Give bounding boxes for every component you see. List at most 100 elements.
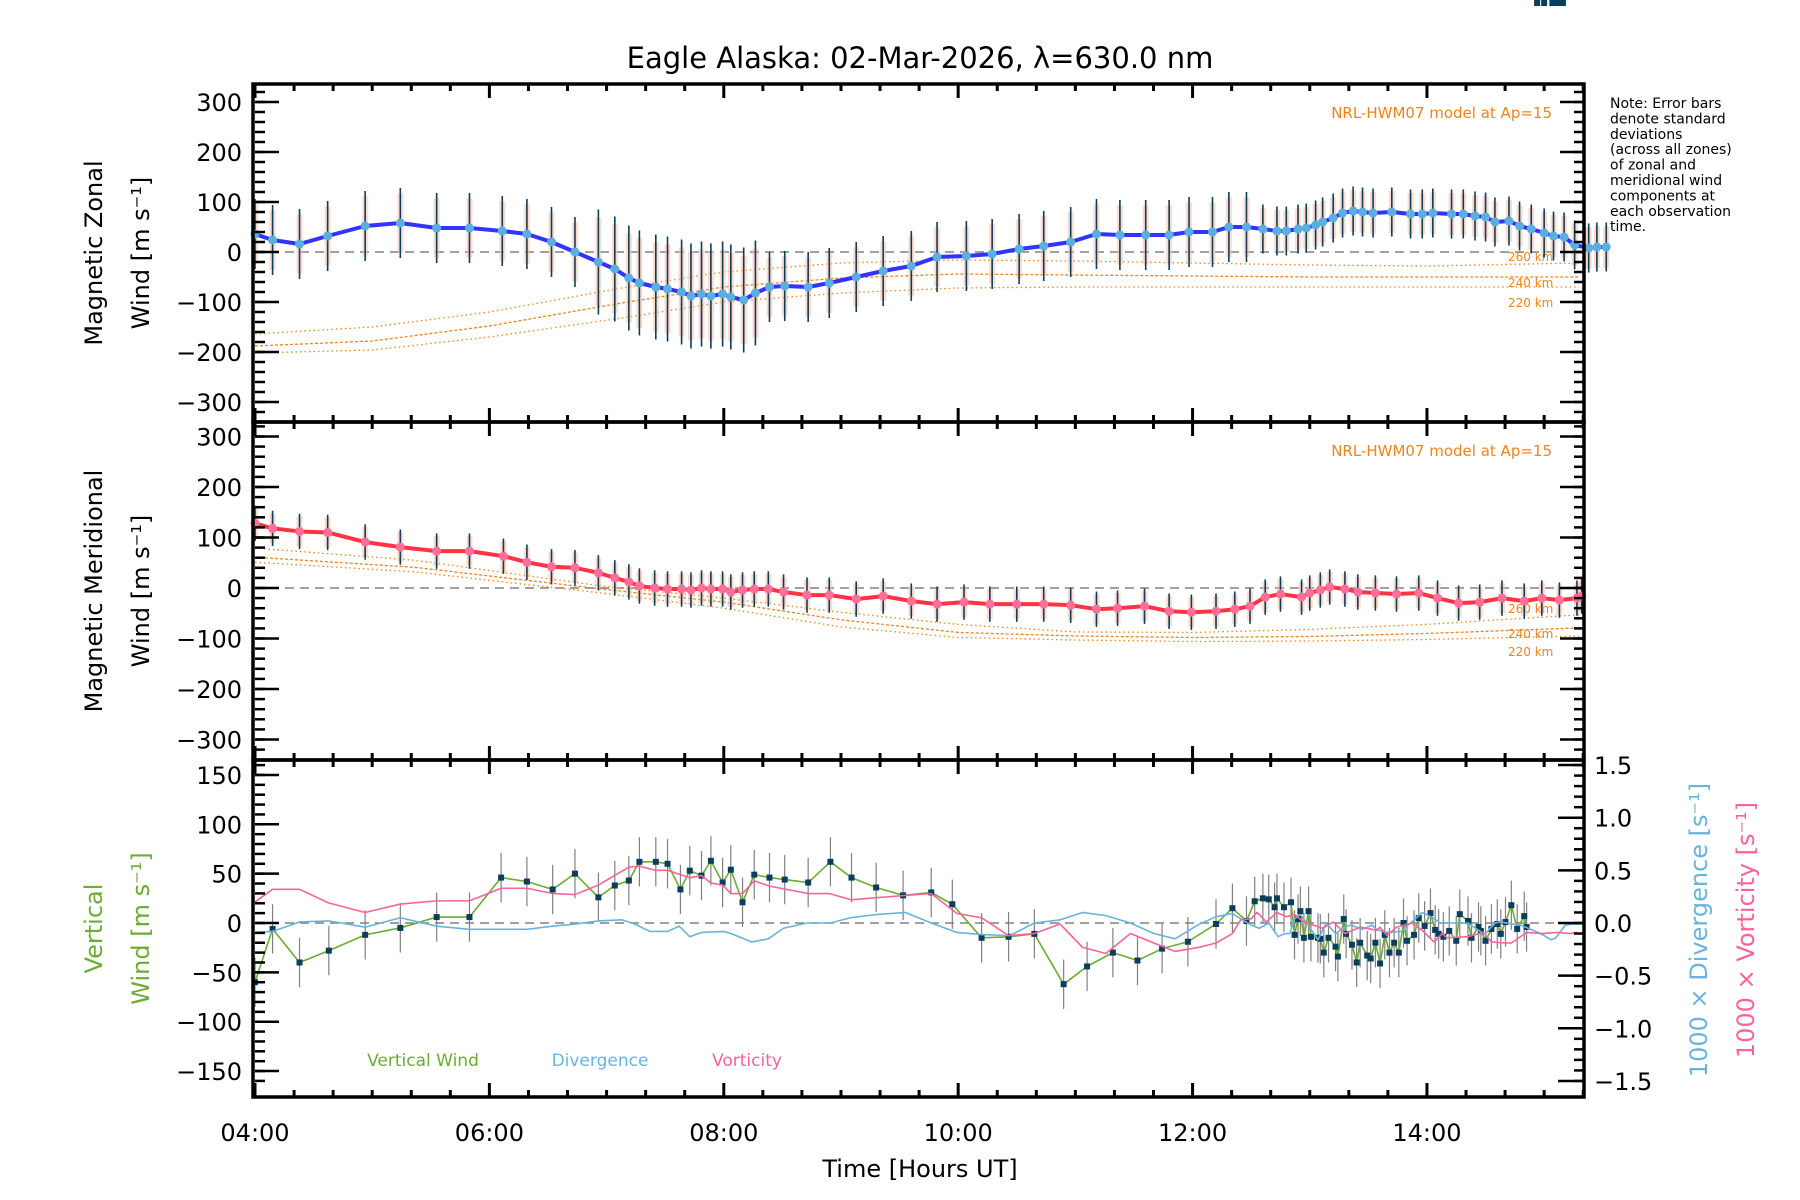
data-point: [1014, 244, 1024, 254]
data-point: [1039, 241, 1049, 251]
model-curve-240km: [254, 556, 1580, 639]
data-point: [1381, 931, 1388, 938]
data-point: [686, 867, 693, 874]
data-point: [595, 894, 602, 901]
data-point: [824, 278, 834, 288]
model-title: NRL-HWM07 model at Ap=15: [1331, 104, 1552, 122]
data-point: [1066, 237, 1076, 247]
data-point: [677, 886, 684, 893]
data-point: [1295, 916, 1302, 923]
data-point: [1109, 949, 1116, 956]
y-tick-label: 0: [227, 910, 242, 938]
legend-entry-vorticity: Vorticity: [712, 1051, 782, 1071]
data-point: [727, 866, 734, 873]
data-point: [523, 878, 530, 885]
panel-frame: [251, 420, 1586, 762]
data-point: [706, 584, 716, 594]
data-point: [1367, 955, 1374, 962]
y-tick-label: −50: [191, 959, 242, 987]
data-point: [1417, 209, 1427, 219]
data-point: [296, 959, 303, 966]
data-point: [1325, 934, 1332, 941]
data-point: [1494, 920, 1501, 927]
x-tick-label: 06:00: [455, 1119, 524, 1147]
data-point: [1113, 603, 1123, 613]
data-point: [1271, 904, 1278, 911]
y-tick-label: −150: [176, 1058, 242, 1086]
data-point: [610, 264, 620, 274]
data-point: [522, 229, 532, 239]
data-point: [1334, 953, 1341, 960]
data-point: [325, 947, 332, 954]
data-point: [928, 889, 935, 896]
y-tick-label: 200: [196, 474, 242, 502]
data-point: [1280, 904, 1287, 911]
data-point: [432, 223, 442, 233]
y-tick-label: 0: [227, 239, 242, 267]
y2-tick-label: −0.5: [1594, 963, 1652, 991]
model-label: 260 km: [1508, 602, 1553, 616]
data-point: [779, 587, 789, 597]
data-point: [1325, 582, 1335, 592]
data-point: [625, 877, 632, 884]
data-point: [498, 551, 508, 561]
data-point: [1454, 598, 1464, 608]
data-point: [1311, 220, 1321, 230]
data-point: [1315, 585, 1325, 595]
data-point: [1404, 937, 1411, 944]
data-point: [1357, 939, 1364, 946]
y2-axis-label-vorticity: 1000 × Vorticity [s⁻¹]: [1732, 802, 1760, 1058]
y-tick-label: −100: [176, 289, 242, 317]
data-point: [1273, 895, 1280, 902]
y-axis-label: Wind [m s⁻¹]: [127, 852, 155, 1004]
data-point: [1141, 230, 1151, 240]
data-point: [978, 934, 985, 941]
data-point: [634, 278, 644, 288]
y2-tick-label: 0.5: [1594, 857, 1632, 885]
data-point: [1470, 211, 1480, 221]
data-point: [1159, 945, 1166, 952]
data-point: [1456, 911, 1463, 918]
data-point: [570, 563, 580, 573]
data-point: [1305, 908, 1312, 915]
legend-entry-vertical-wind: Vertical Wind: [367, 1051, 479, 1071]
y-tick-label: 300: [196, 424, 242, 452]
data-point: [1464, 918, 1471, 925]
data-point: [1368, 208, 1378, 218]
model-curve-260km: [254, 259, 1580, 335]
data-point: [1554, 0, 1561, 6]
model-label: 240 km: [1508, 627, 1553, 641]
data-point: [395, 542, 405, 552]
data-point: [1488, 925, 1495, 932]
note-line: time.: [1610, 219, 1646, 235]
model-curve-260km: [254, 547, 1580, 634]
panel-meridional: 260 km 240 km 220 km NRL-HWM07 model at Ap=…: [80, 420, 1587, 762]
data-point: [1060, 981, 1067, 988]
data-point: [1275, 589, 1285, 599]
data-point: [1432, 926, 1439, 933]
note-line: each observation: [1610, 204, 1731, 220]
data-point: [1291, 931, 1298, 938]
data-point: [1320, 949, 1327, 956]
data-point: [1301, 223, 1311, 233]
data-point: [1318, 217, 1328, 227]
data-point: [1526, 224, 1536, 234]
y-axis-label: Magnetic Zonal: [80, 160, 108, 345]
data-point: [1559, 0, 1566, 6]
data-point: [751, 871, 758, 878]
y-tick-label: −100: [176, 626, 242, 654]
data-point: [1340, 584, 1350, 594]
y2-tick-label: −1.0: [1594, 1015, 1652, 1043]
data-point: [1288, 899, 1295, 906]
data-point: [1427, 910, 1434, 917]
data-point: [878, 591, 888, 601]
data-point: [726, 587, 736, 597]
data-point: [571, 870, 578, 877]
model-label: 240 km: [1508, 276, 1553, 290]
x-tick-label: 10:00: [924, 1119, 993, 1147]
data-point: [464, 223, 474, 233]
note-line: denote standard: [1610, 111, 1726, 127]
data-point: [1428, 208, 1438, 218]
y-axis-label: Wind [m s⁻¹]: [127, 177, 155, 329]
